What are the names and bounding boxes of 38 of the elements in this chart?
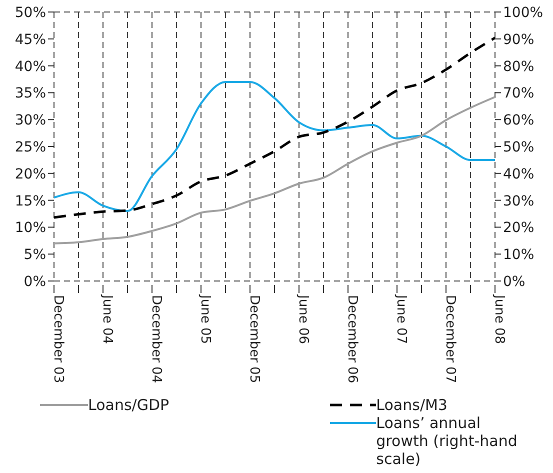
y-tick-label: 25% — [14, 139, 46, 156]
x-tick-label: December 07 — [442, 295, 458, 384]
y-tick-label: 10% — [14, 220, 46, 236]
y2-tick-label: 100% — [503, 4, 544, 21]
x-tick-label: June 08 — [492, 294, 506, 344]
legend-label: Loans/M3 — [376, 396, 448, 414]
legend-label: Loans/GDP — [88, 396, 170, 414]
y2-tick-label: 20% — [503, 220, 534, 236]
x-tick-label: June 07 — [394, 294, 408, 344]
y2-tick-label: 90% — [503, 32, 534, 48]
x-tick-label: June 06 — [296, 294, 310, 344]
x-tick-label: June 05 — [198, 294, 212, 344]
y2-tick-label: 70% — [503, 86, 534, 102]
line-series — [52, 36, 496, 219]
y-tick-label: 50% — [14, 4, 46, 21]
y-tick-label: 0% — [24, 274, 46, 290]
y2-tick-label: 40% — [503, 166, 534, 182]
x-tick-label: December 03 — [50, 295, 66, 384]
x-tick-label: December 05 — [246, 295, 262, 384]
y2-tick-label: 30% — [503, 193, 534, 210]
y2-tick-label: 80% — [503, 58, 534, 75]
x-tick-label: December 04 — [148, 295, 164, 384]
line-series — [53, 96, 496, 244]
y-tick-label: 40% — [14, 58, 46, 75]
legend-label: Loans’ annual growth (right-hand scale) — [376, 414, 518, 468]
y-tick-label: 45% — [14, 32, 46, 48]
y-tick-label: 15% — [14, 193, 46, 210]
y-tick-label: 5% — [24, 247, 46, 264]
y2-tick-label: 60% — [503, 112, 534, 129]
y2-tick-label: 0% — [503, 274, 526, 290]
y2-tick-label: 10% — [503, 247, 534, 264]
y-tick-label: 20% — [14, 166, 46, 182]
y-tick-label: 35% — [14, 86, 46, 102]
x-tick-label: December 06 — [344, 295, 360, 384]
y2-tick-label: 50% — [503, 139, 534, 156]
line-series — [53, 80, 496, 212]
y-tick-label: 30% — [14, 112, 46, 129]
x-tick-label: June 04 — [100, 294, 114, 344]
